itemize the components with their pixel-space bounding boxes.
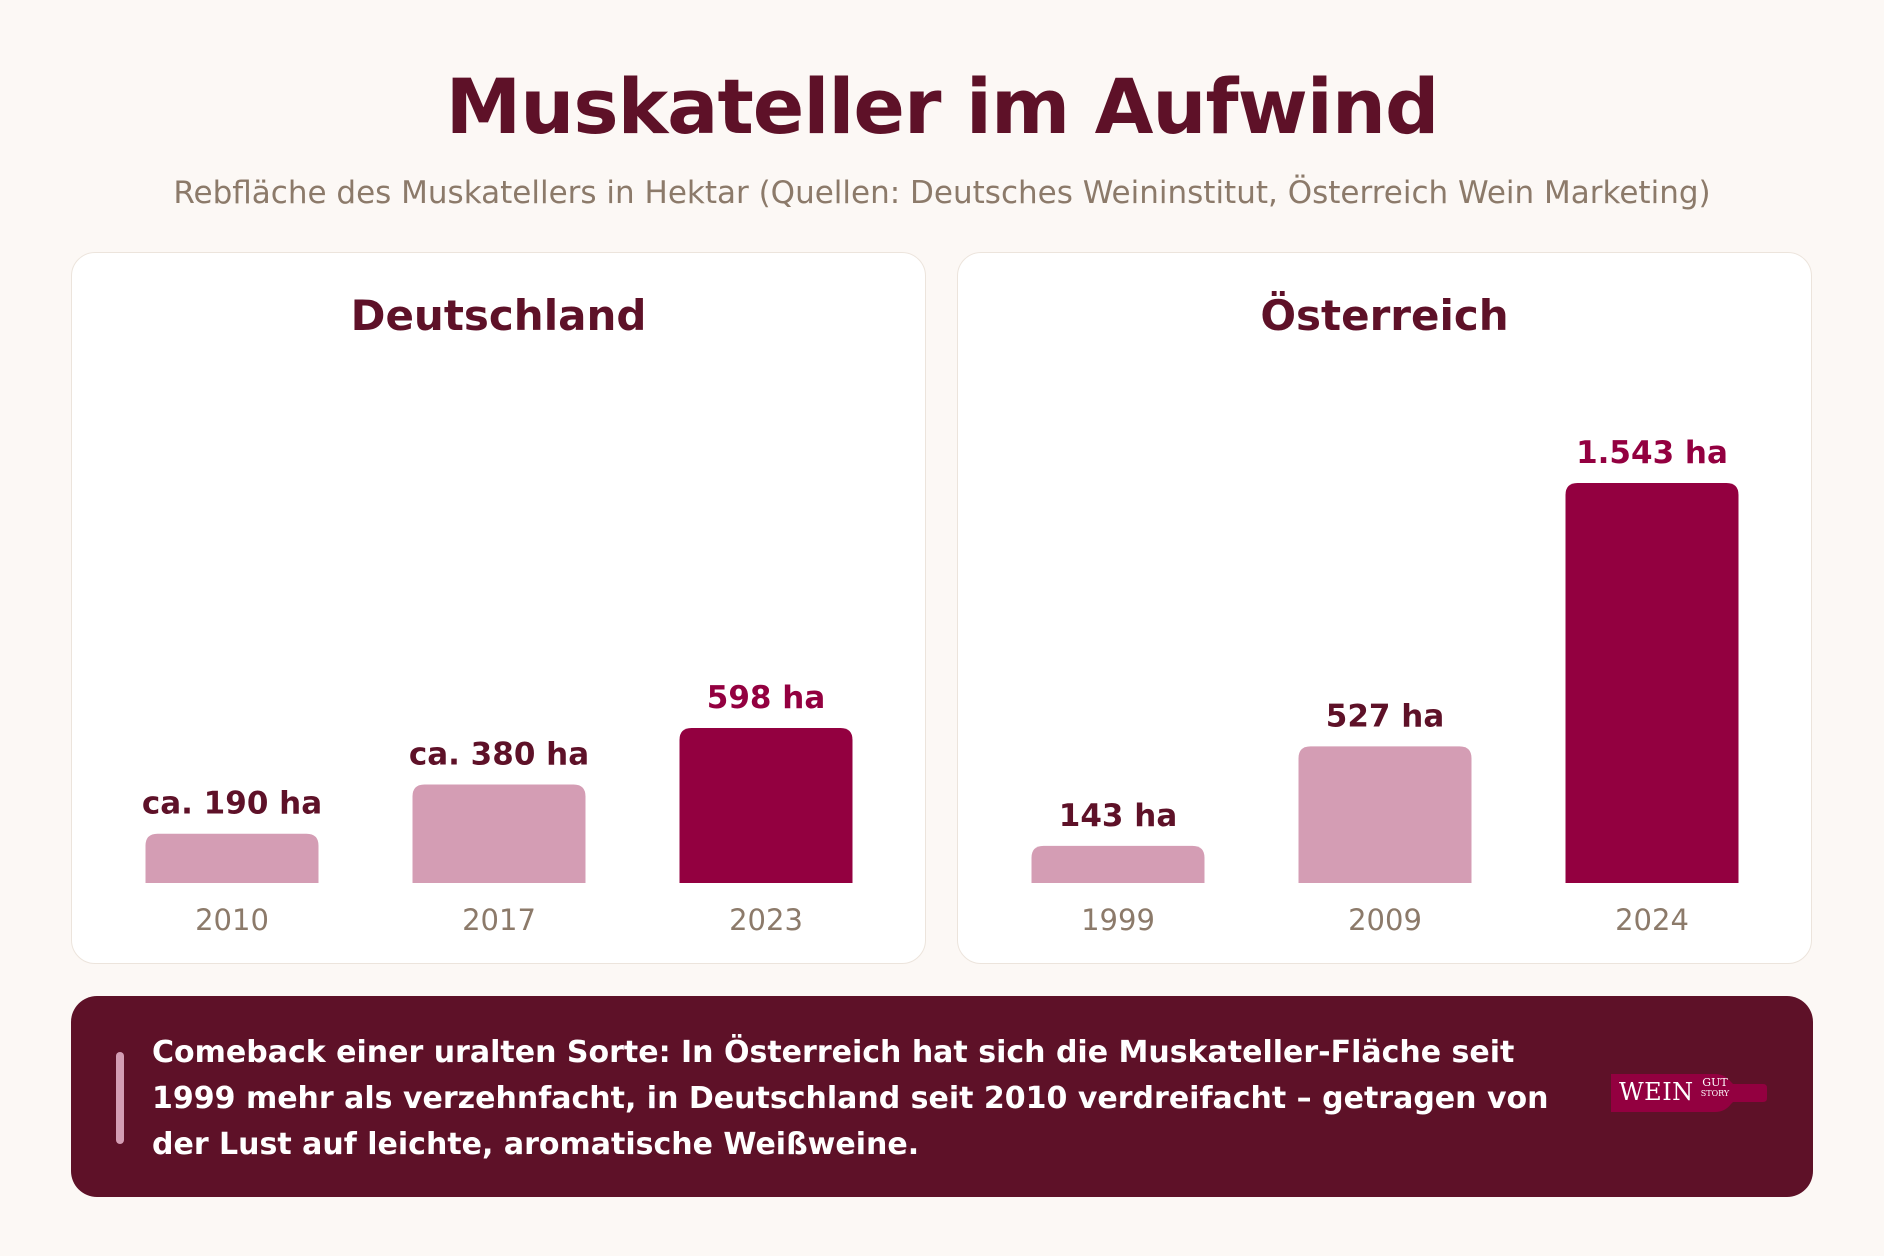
bar-2023	[679, 727, 853, 883]
data-label-2024: 1.543 ha	[1576, 435, 1728, 471]
data-label-2017: ca. 380 ha	[409, 736, 589, 772]
summary-box: Comeback einer uralten Sorte: In Österre…	[71, 996, 1813, 1197]
logo-word: WEIN	[1619, 1078, 1694, 1106]
wine-bottle-icon	[1611, 1074, 1767, 1112]
weingut-story-logo: WEIN GUT STORY	[1607, 1072, 1769, 1114]
x-tick-2023: 2023	[729, 903, 803, 937]
x-tick-2009: 2009	[1348, 903, 1422, 937]
panel-title-deutschland: Deutschland	[350, 291, 647, 340]
page-subtitle: Rebfläche des Muskatellers in Hektar (Qu…	[173, 175, 1711, 211]
data-label-1999: 143 ha	[1059, 798, 1178, 834]
panel-title-oesterreich: Österreich	[1260, 291, 1509, 340]
bar-2017	[412, 784, 586, 883]
data-label-2009: 527 ha	[1326, 698, 1445, 734]
bar-chart-deutschland: ca. 190 ha 2010 ca. 380 ha 2017 598 ha 2023	[142, 680, 853, 937]
bar-2010	[145, 833, 319, 883]
bar-2009	[1298, 746, 1472, 883]
summary-text: Comeback einer uralten Sorte: In Österre…	[152, 1035, 1549, 1162]
page-title: Muskateller im Aufwind	[445, 62, 1440, 151]
x-tick-1999: 1999	[1081, 903, 1155, 937]
chart-panel-deutschland: Deutschland ca. 190 ha 2010 ca. 380 ha 2017…	[71, 252, 926, 964]
bar-2024	[1565, 483, 1739, 883]
bar-chart-oesterreich: 143 ha 1999 527 ha 2009 1.543 ha 2024	[1031, 435, 1739, 937]
data-label-2023: 598 ha	[707, 680, 826, 716]
x-tick-2010: 2010	[195, 903, 269, 937]
chart-panel-oesterreich: Österreich 143 ha 1999 527 ha 2009 1.543 ha 2…	[957, 252, 1812, 964]
logo-sup: GUT STORY	[1700, 1076, 1730, 1098]
x-tick-2024: 2024	[1615, 903, 1689, 937]
x-tick-2017: 2017	[462, 903, 536, 937]
bar-1999	[1031, 845, 1205, 883]
quote-accent-bar	[116, 1052, 124, 1144]
data-label-2010: ca. 190 ha	[142, 786, 322, 822]
